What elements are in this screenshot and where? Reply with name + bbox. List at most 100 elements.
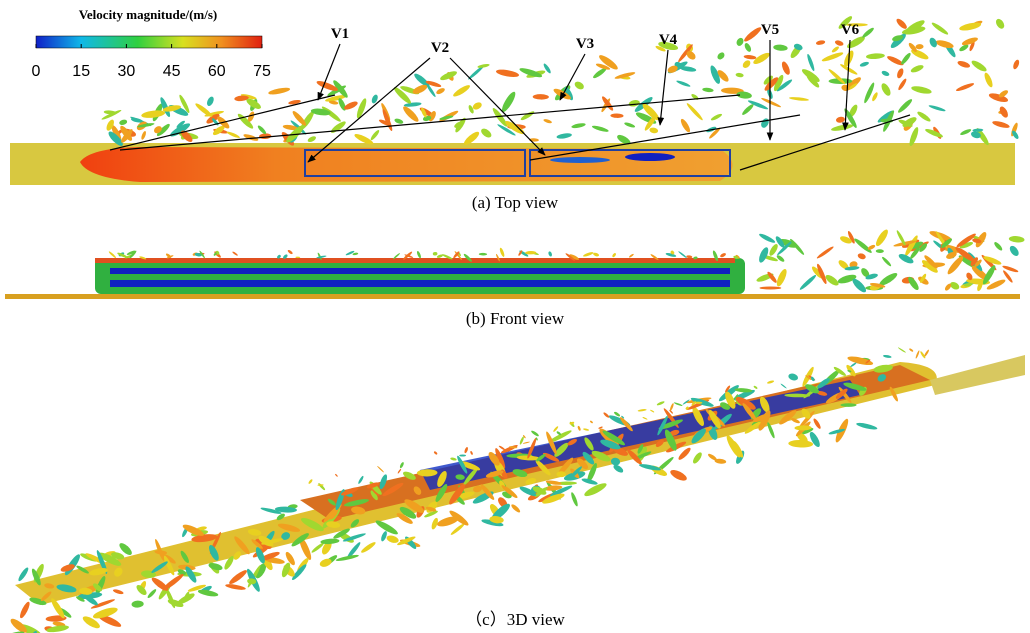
train-front bbox=[95, 258, 745, 294]
vortex bbox=[433, 451, 437, 455]
vortex bbox=[307, 135, 317, 143]
caption: (b) Front view bbox=[466, 309, 565, 328]
vortex bbox=[642, 417, 647, 421]
vortex bbox=[895, 17, 908, 30]
vortex bbox=[994, 17, 1006, 30]
vortex bbox=[499, 247, 505, 257]
vortex bbox=[335, 554, 359, 562]
vortex bbox=[556, 132, 572, 139]
vortex bbox=[677, 446, 692, 461]
vortex-label: V4 bbox=[659, 32, 678, 48]
vortex bbox=[883, 354, 892, 358]
vortex bbox=[141, 109, 166, 119]
colorbar-tick-label: 75 bbox=[253, 63, 271, 80]
colorbar: Velocity magnitude/(m/s) 01530456075 bbox=[32, 7, 271, 80]
vortex bbox=[500, 90, 518, 114]
vortex bbox=[543, 118, 552, 124]
vortex bbox=[856, 422, 878, 431]
vortex bbox=[394, 118, 404, 125]
vortex bbox=[590, 420, 594, 424]
vortex bbox=[317, 484, 323, 486]
colorbar-tick-label: 45 bbox=[163, 63, 181, 80]
vortex bbox=[741, 59, 752, 70]
vortex bbox=[743, 54, 756, 60]
vortex bbox=[399, 462, 404, 469]
vortex bbox=[495, 68, 519, 78]
vortex bbox=[900, 52, 912, 66]
vortex bbox=[679, 118, 691, 134]
vortex bbox=[571, 122, 586, 129]
vortex bbox=[686, 255, 692, 258]
vortex bbox=[673, 402, 682, 407]
vortex bbox=[831, 123, 854, 132]
patch bbox=[550, 157, 610, 163]
vortex bbox=[859, 61, 869, 68]
vortex bbox=[510, 503, 521, 514]
colorbar-title: Velocity magnitude/(m/s) bbox=[79, 7, 218, 22]
vortex bbox=[649, 127, 659, 134]
vortex bbox=[876, 249, 884, 253]
vortex bbox=[225, 583, 246, 591]
vortex bbox=[161, 572, 185, 592]
vortex bbox=[629, 253, 635, 258]
vortex bbox=[871, 92, 879, 102]
vortex bbox=[857, 252, 867, 260]
ground bbox=[5, 294, 1020, 299]
vortex bbox=[834, 39, 844, 46]
arrow bbox=[660, 50, 668, 125]
vortex bbox=[610, 113, 623, 118]
vortex bbox=[360, 541, 377, 555]
figure: Velocity magnitude/(m/s) 01530456075 V1 … bbox=[0, 0, 1030, 633]
vortex bbox=[787, 372, 798, 381]
vortex bbox=[757, 246, 770, 264]
vortex bbox=[119, 119, 128, 126]
arrow bbox=[560, 54, 585, 100]
vortex bbox=[593, 252, 600, 257]
vortex bbox=[983, 72, 994, 89]
vortex bbox=[140, 130, 147, 140]
vortex bbox=[911, 85, 933, 95]
vortex bbox=[916, 110, 932, 123]
vortex bbox=[9, 616, 29, 633]
vortex bbox=[702, 87, 714, 92]
vortex bbox=[886, 54, 905, 67]
vortex bbox=[439, 69, 458, 81]
vortex bbox=[961, 36, 979, 47]
vortex bbox=[710, 113, 723, 122]
vortex-label: V1 bbox=[331, 26, 349, 42]
vortex bbox=[650, 409, 655, 412]
vortex bbox=[523, 441, 530, 444]
vortex bbox=[957, 60, 971, 69]
colorbar-tick-label: 15 bbox=[72, 63, 90, 80]
vortex bbox=[861, 26, 875, 39]
vortex bbox=[735, 72, 744, 77]
vortex bbox=[993, 241, 1004, 252]
vortex bbox=[897, 98, 914, 115]
vortex bbox=[915, 44, 923, 49]
vortex bbox=[530, 430, 539, 437]
vortex bbox=[889, 32, 908, 50]
vortex bbox=[874, 228, 890, 248]
caption: (a) Top view bbox=[472, 193, 559, 212]
vortex bbox=[624, 122, 636, 129]
vortex bbox=[345, 250, 355, 256]
vortex-label: V5 bbox=[761, 22, 779, 38]
vortex bbox=[232, 251, 238, 256]
vortex bbox=[480, 127, 493, 139]
vortex bbox=[928, 104, 946, 112]
vortex bbox=[780, 383, 787, 389]
vortex bbox=[433, 252, 438, 256]
colorbar-bar bbox=[36, 36, 262, 48]
vortex bbox=[459, 455, 466, 457]
vortex bbox=[638, 409, 647, 412]
vortex bbox=[435, 87, 446, 96]
vortex-label: V6 bbox=[841, 22, 860, 38]
vortex-label: V3 bbox=[576, 36, 594, 52]
vortex bbox=[915, 350, 920, 359]
vortex bbox=[881, 256, 892, 267]
vortex bbox=[450, 457, 457, 461]
vortex bbox=[909, 348, 914, 352]
vortex bbox=[308, 479, 313, 485]
vortex bbox=[955, 82, 974, 93]
vortex bbox=[386, 534, 400, 544]
